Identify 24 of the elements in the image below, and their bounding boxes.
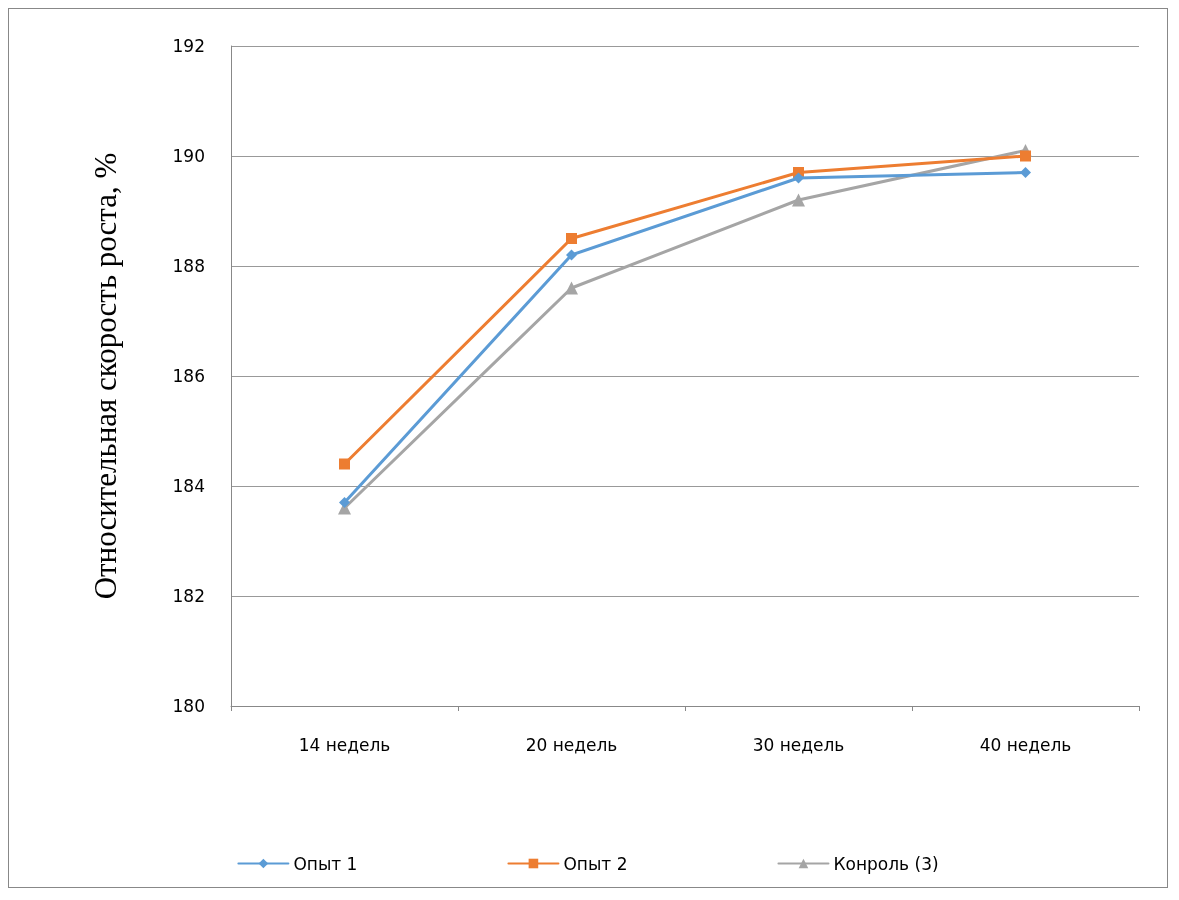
legend-label: Конроль (3) <box>833 853 939 874</box>
x-tick-label: 30 недель <box>752 734 845 755</box>
y-tick-label: 186 <box>172 366 205 386</box>
y-axis-title: Относительная скорость роста, % <box>88 152 123 600</box>
x-tick-label: 20 недель <box>525 734 618 755</box>
x-tick-label: 40 недель <box>979 734 1072 755</box>
point <box>565 281 578 295</box>
legend-label: Опыт 1 <box>293 853 358 874</box>
point <box>566 249 577 261</box>
point <box>792 193 805 207</box>
y-tick-label: 190 <box>172 146 205 166</box>
y-tick-label: 184 <box>172 476 205 496</box>
x-tick-label: 14 недель <box>298 734 391 755</box>
legend-label: Опыт 2 <box>563 853 628 874</box>
point <box>566 233 577 244</box>
y-tick-label: 188 <box>172 256 205 276</box>
point <box>339 497 350 508</box>
point <box>1020 150 1031 162</box>
y-tick-label: 192 <box>172 36 205 56</box>
point <box>793 172 804 184</box>
y-tick-label: 180 <box>172 696 205 716</box>
point <box>1020 167 1031 178</box>
point <box>339 458 350 470</box>
y-tick-label: 182 <box>172 586 205 606</box>
